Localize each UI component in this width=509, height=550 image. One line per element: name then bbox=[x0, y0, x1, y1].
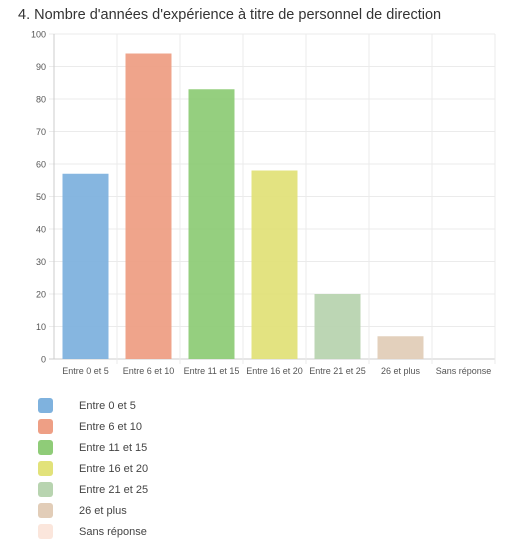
legend-item[interactable]: Entre 16 et 20 bbox=[38, 458, 148, 479]
legend-swatch bbox=[38, 440, 53, 455]
bar[interactable] bbox=[314, 294, 361, 359]
legend-item[interactable]: Entre 21 et 25 bbox=[38, 479, 148, 500]
x-tick-label: Entre 11 et 15 bbox=[184, 366, 240, 376]
y-tick-label: 60 bbox=[36, 160, 46, 170]
y-tick-label: 0 bbox=[41, 355, 46, 365]
x-tick-label: Entre 16 et 20 bbox=[246, 366, 303, 376]
bar[interactable] bbox=[62, 173, 109, 359]
y-tick-label: 100 bbox=[31, 30, 46, 40]
y-tick-label: 80 bbox=[36, 95, 46, 105]
y-tick-label: 10 bbox=[36, 322, 46, 332]
y-tick-label: 90 bbox=[36, 62, 46, 72]
x-tick-label: Entre 21 et 25 bbox=[309, 366, 366, 376]
legend-item[interactable]: Entre 0 et 5 bbox=[38, 395, 148, 416]
bar[interactable] bbox=[251, 170, 298, 360]
chart-legend: Entre 0 et 5 Entre 6 et 10 Entre 11 et 15 E… bbox=[38, 395, 148, 542]
legend-swatch bbox=[38, 419, 53, 434]
legend-item[interactable]: Entre 6 et 10 bbox=[38, 416, 148, 437]
chart-title: 4. Nombre d'années d'expérience à titre … bbox=[18, 7, 442, 23]
y-tick-label: 30 bbox=[36, 257, 46, 267]
y-tick-label: 40 bbox=[36, 225, 46, 235]
legend-label: Sans réponse bbox=[79, 525, 147, 538]
y-axis: 0 10 20 30 40 50 60 70 80 90 100 bbox=[31, 30, 46, 365]
legend-item[interactable]: 26 et plus bbox=[38, 500, 148, 521]
legend-label: Entre 0 et 5 bbox=[79, 399, 136, 412]
bar[interactable] bbox=[188, 89, 235, 359]
x-tick-label: Sans réponse bbox=[436, 366, 492, 376]
legend-swatch bbox=[38, 482, 53, 497]
legend-label: Entre 16 et 20 bbox=[79, 462, 149, 475]
y-tick-label: 50 bbox=[36, 192, 46, 202]
x-axis-labels: Entre 0 et 5 Entre 6 et 10 Entre 11 et 15 E… bbox=[62, 366, 491, 376]
legend-swatch bbox=[38, 461, 53, 476]
legend-label: 26 et plus bbox=[79, 504, 127, 517]
y-tick-label: 20 bbox=[36, 290, 46, 300]
x-tick-label: Entre 6 et 10 bbox=[123, 366, 175, 376]
legend-item[interactable]: Entre 11 et 15 bbox=[38, 437, 148, 458]
x-tick-label: Entre 0 et 5 bbox=[62, 366, 109, 376]
legend-swatch bbox=[38, 503, 53, 518]
bars bbox=[62, 53, 424, 360]
legend-label: Entre 6 et 10 bbox=[79, 420, 142, 433]
bar[interactable] bbox=[125, 53, 172, 360]
legend-label: Entre 11 et 15 bbox=[79, 441, 148, 454]
y-tick-label: 70 bbox=[36, 127, 46, 137]
legend-swatch bbox=[38, 398, 53, 413]
bar[interactable] bbox=[377, 336, 424, 359]
legend-swatch bbox=[38, 524, 53, 539]
x-tick-label: 26 et plus bbox=[381, 366, 421, 376]
legend-item[interactable]: Sans réponse bbox=[38, 521, 148, 542]
legend-label: Entre 21 et 25 bbox=[79, 483, 149, 496]
